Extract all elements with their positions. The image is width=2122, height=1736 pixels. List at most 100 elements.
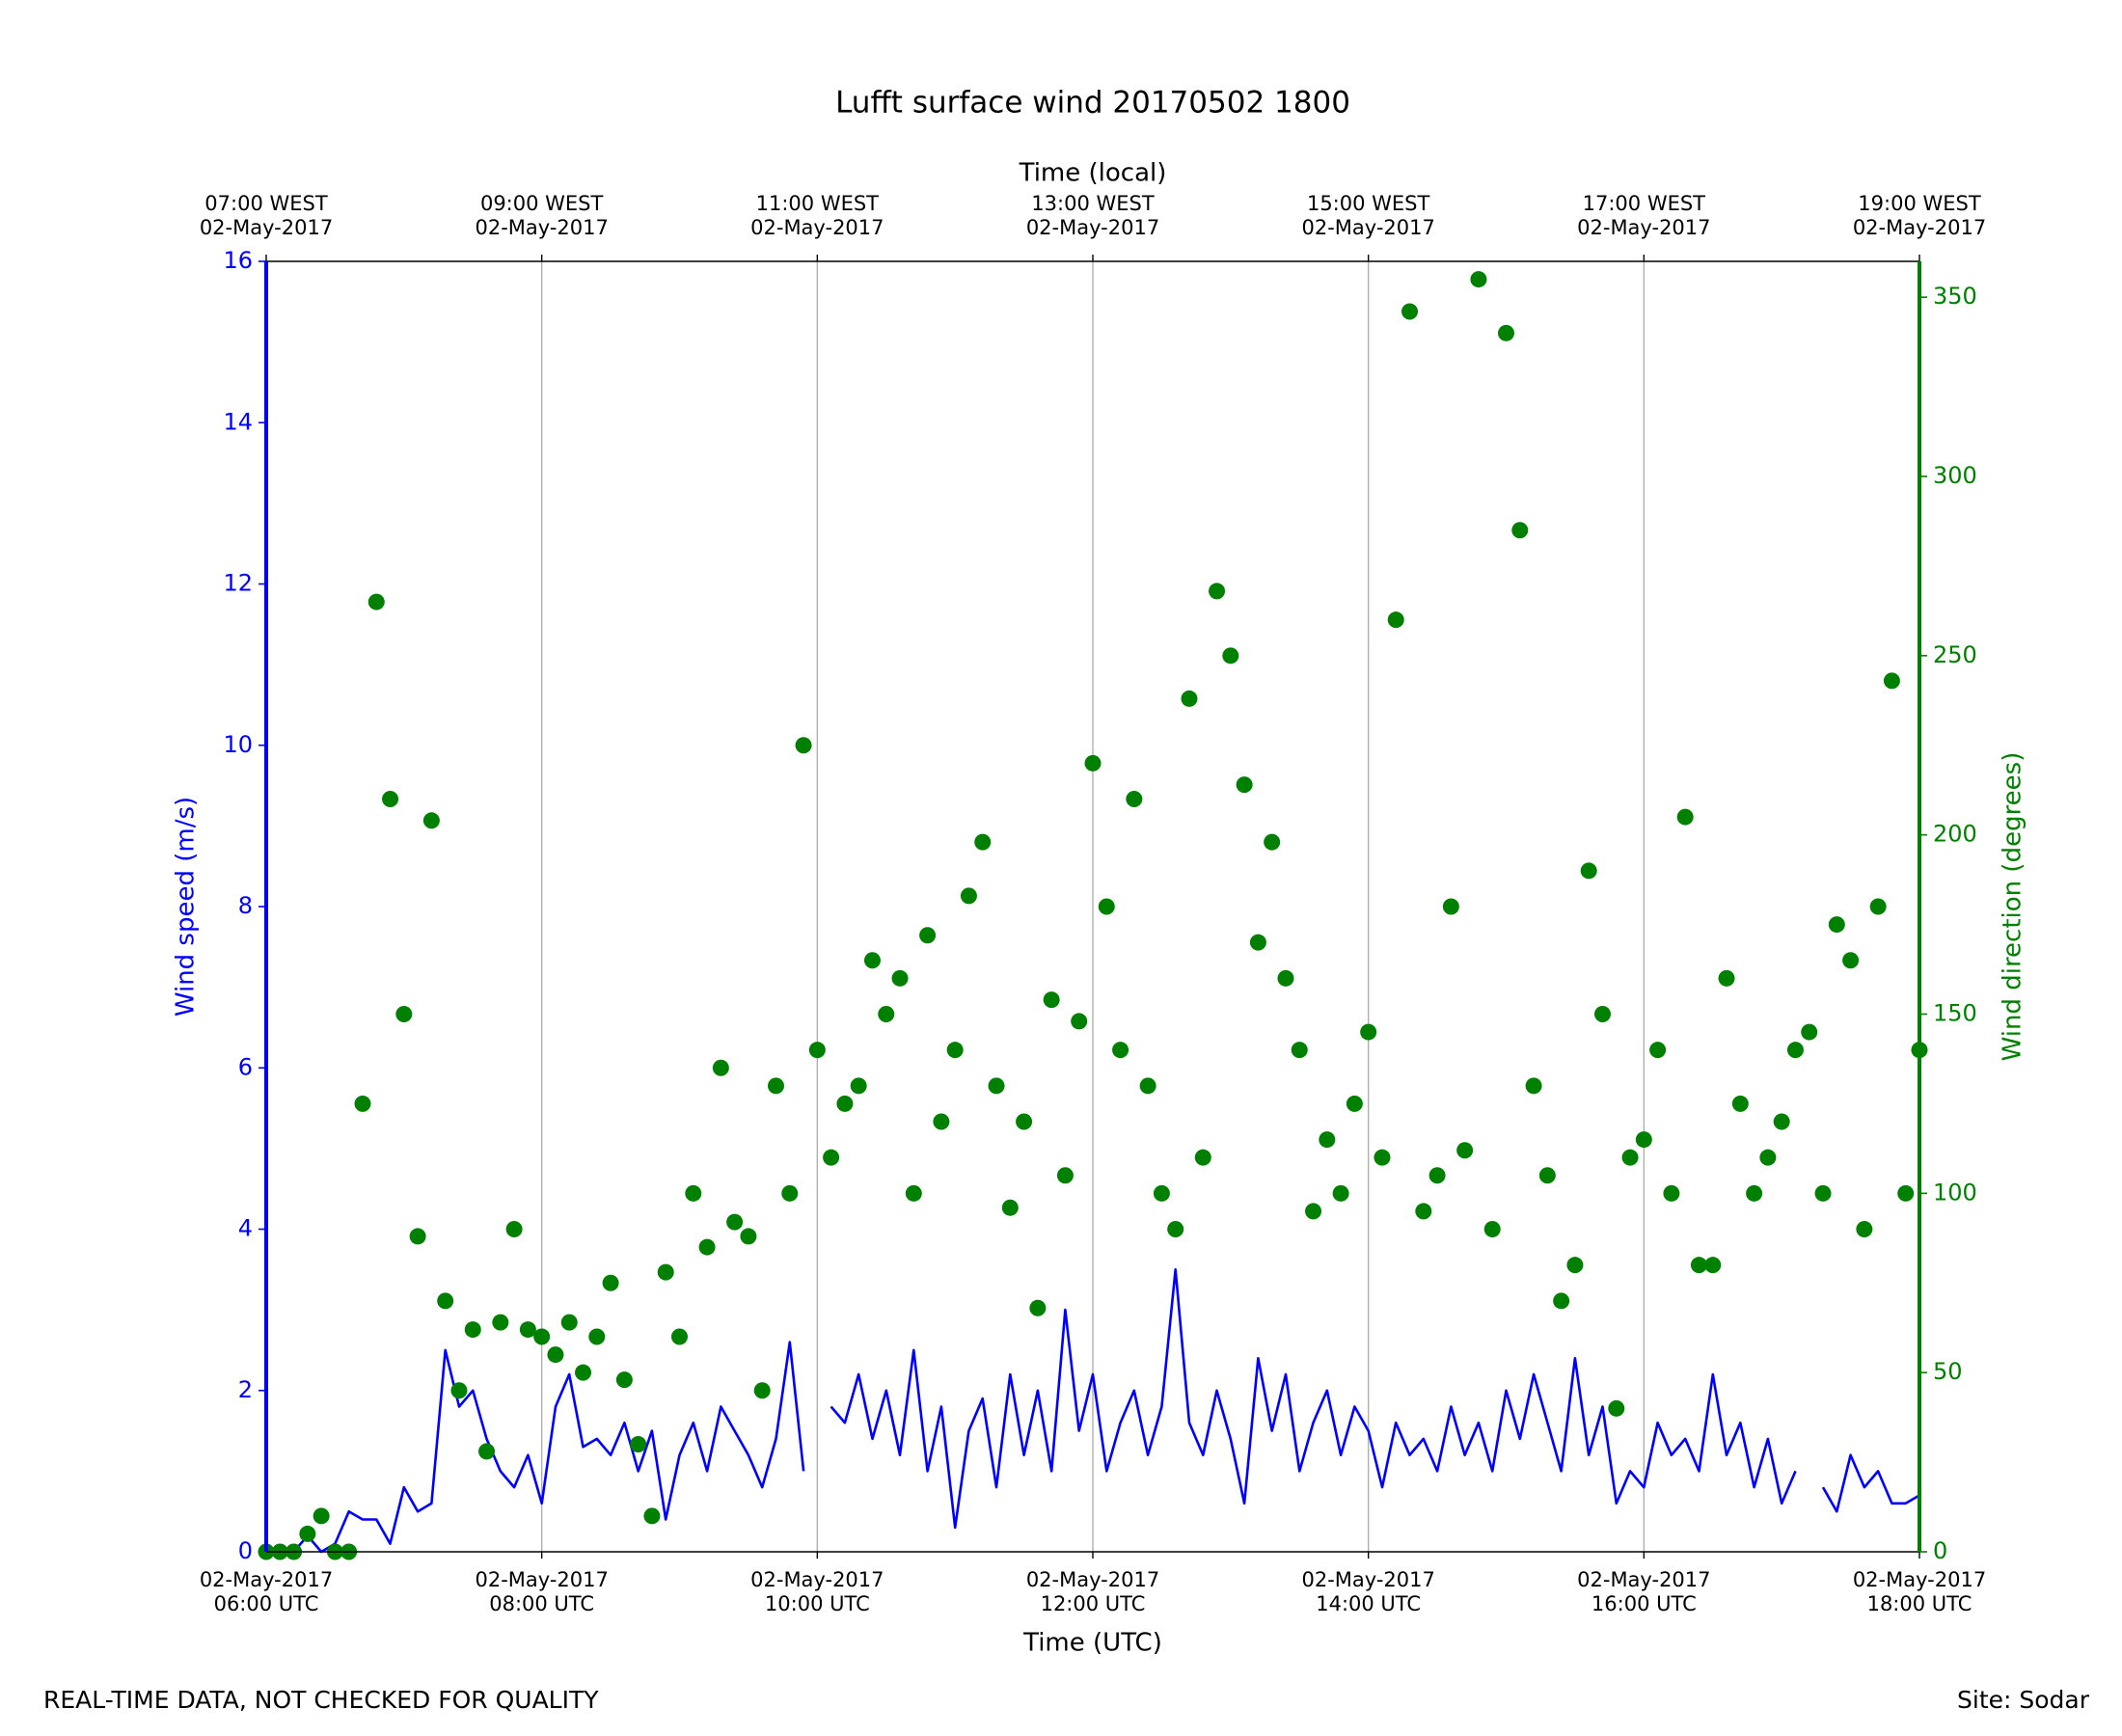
direction-point bbox=[1649, 1042, 1667, 1059]
direction-point bbox=[1139, 1077, 1156, 1095]
direction-point bbox=[657, 1263, 674, 1281]
y-tick-label: 12 bbox=[223, 570, 253, 597]
direction-point bbox=[1167, 1221, 1184, 1237]
direction-point bbox=[615, 1371, 633, 1389]
direction-point bbox=[878, 1006, 895, 1022]
x-tick-label: 02-May-2017 16:00 UTC bbox=[1577, 1568, 1711, 1615]
direction-point bbox=[1869, 898, 1887, 915]
direction-point bbox=[630, 1436, 647, 1452]
x2-axis-label: Time (local) bbox=[1019, 159, 1167, 188]
direction-point bbox=[354, 1095, 371, 1112]
direction-point bbox=[863, 952, 881, 969]
direction-point bbox=[299, 1525, 316, 1542]
direction-point bbox=[808, 1042, 826, 1059]
direction-point bbox=[505, 1221, 523, 1237]
direction-point bbox=[1415, 1203, 1432, 1220]
direction-point bbox=[1360, 1023, 1377, 1041]
footnote: REAL-TIME DATA, NOT CHECKED FOR QUALITY bbox=[43, 1686, 599, 1714]
direction-point bbox=[1346, 1095, 1363, 1112]
y2-axis-label: Wind direction (degrees) bbox=[1999, 752, 2027, 1062]
y-tick-label: 6 bbox=[238, 1053, 253, 1080]
direction-point bbox=[946, 1042, 964, 1059]
direction-point bbox=[1194, 1149, 1211, 1166]
direction-point bbox=[1387, 611, 1404, 629]
direction-point bbox=[1291, 1042, 1308, 1059]
y-axis-label: Wind speed (m/s) bbox=[172, 797, 201, 1017]
direction-point bbox=[367, 593, 385, 610]
y2-tick-label: 300 bbox=[1933, 462, 1977, 489]
direction-point bbox=[891, 969, 909, 987]
y2-tick-label: 100 bbox=[1933, 1179, 1977, 1206]
direction-point bbox=[1236, 776, 1253, 794]
direction-point bbox=[1883, 672, 1900, 690]
x2-tick-label: 13:00 WEST 02-May-2017 bbox=[1025, 192, 1160, 239]
direction-point bbox=[960, 887, 977, 905]
direction-point bbox=[1305, 1203, 1322, 1220]
direction-point bbox=[1071, 1013, 1088, 1030]
direction-point bbox=[464, 1321, 481, 1339]
direction-point bbox=[1759, 1149, 1777, 1166]
direction-point bbox=[450, 1382, 468, 1399]
x-axis-label: Time (UTC) bbox=[1022, 1629, 1162, 1658]
y-tick-label: 10 bbox=[223, 731, 253, 758]
direction-point bbox=[1401, 303, 1419, 320]
direction-point bbox=[1897, 1184, 1915, 1202]
direction-point bbox=[533, 1328, 551, 1345]
direction-point bbox=[1663, 1184, 1680, 1202]
y-tick-label: 0 bbox=[238, 1537, 253, 1564]
direction-point bbox=[1016, 1113, 1033, 1130]
direction-point bbox=[1470, 271, 1487, 288]
direction-point bbox=[1112, 1042, 1129, 1059]
y-tick-label: 4 bbox=[238, 1215, 253, 1242]
direction-point bbox=[588, 1328, 606, 1345]
y-tick-label: 14 bbox=[223, 408, 253, 435]
direction-point bbox=[395, 1006, 413, 1022]
direction-point bbox=[1001, 1199, 1019, 1216]
direction-point bbox=[1580, 862, 1597, 880]
direction-point bbox=[382, 791, 399, 807]
x-tick-label: 02-May-2017 06:00 UTC bbox=[199, 1568, 334, 1615]
direction-point bbox=[1608, 1399, 1625, 1417]
y-tick-label: 2 bbox=[238, 1376, 253, 1403]
direction-point bbox=[437, 1292, 454, 1310]
direction-point bbox=[1056, 1167, 1074, 1184]
direction-point bbox=[836, 1095, 854, 1112]
direction-point bbox=[1842, 952, 1860, 969]
direction-point bbox=[1332, 1184, 1349, 1202]
direction-point bbox=[712, 1059, 729, 1076]
direction-point bbox=[1483, 1221, 1501, 1237]
direction-point bbox=[1593, 1006, 1611, 1022]
direction-point bbox=[1456, 1142, 1474, 1159]
x-tick-label: 02-May-2017 08:00 UTC bbox=[475, 1568, 609, 1615]
direction-point bbox=[1043, 991, 1060, 1009]
x-tick-label: 02-May-2017 12:00 UTC bbox=[1025, 1568, 1160, 1615]
y2-tick-label: 350 bbox=[1933, 283, 1977, 310]
direction-point bbox=[1319, 1131, 1336, 1149]
direction-point bbox=[753, 1382, 771, 1399]
y-tick-label: 8 bbox=[238, 892, 253, 919]
direction-point bbox=[1498, 324, 1514, 341]
x2-tick-label: 17:00 WEST 02-May-2017 bbox=[1577, 192, 1711, 239]
direction-point bbox=[547, 1346, 564, 1364]
direction-point bbox=[1773, 1113, 1790, 1130]
y2-tick-label: 0 bbox=[1933, 1537, 1947, 1564]
y-tick-label: 16 bbox=[223, 247, 253, 274]
direction-point bbox=[974, 833, 992, 851]
direction-point bbox=[1814, 1184, 1832, 1202]
chart-title: Lufft surface wind 20170502 1800 bbox=[835, 86, 1350, 121]
site-note: Site: Sodar bbox=[1957, 1686, 2089, 1714]
direction-point bbox=[1084, 754, 1102, 772]
direction-point bbox=[1538, 1167, 1556, 1184]
direction-point bbox=[1249, 934, 1266, 951]
y2-tick-label: 200 bbox=[1933, 821, 1977, 848]
direction-point bbox=[1126, 791, 1143, 807]
direction-point bbox=[1222, 647, 1239, 665]
direction-point bbox=[1442, 898, 1459, 915]
direction-point bbox=[602, 1274, 619, 1291]
direction-point bbox=[698, 1238, 716, 1256]
direction-point bbox=[671, 1328, 688, 1345]
direction-point bbox=[409, 1228, 426, 1245]
direction-point bbox=[643, 1507, 661, 1525]
direction-point bbox=[1746, 1184, 1763, 1202]
